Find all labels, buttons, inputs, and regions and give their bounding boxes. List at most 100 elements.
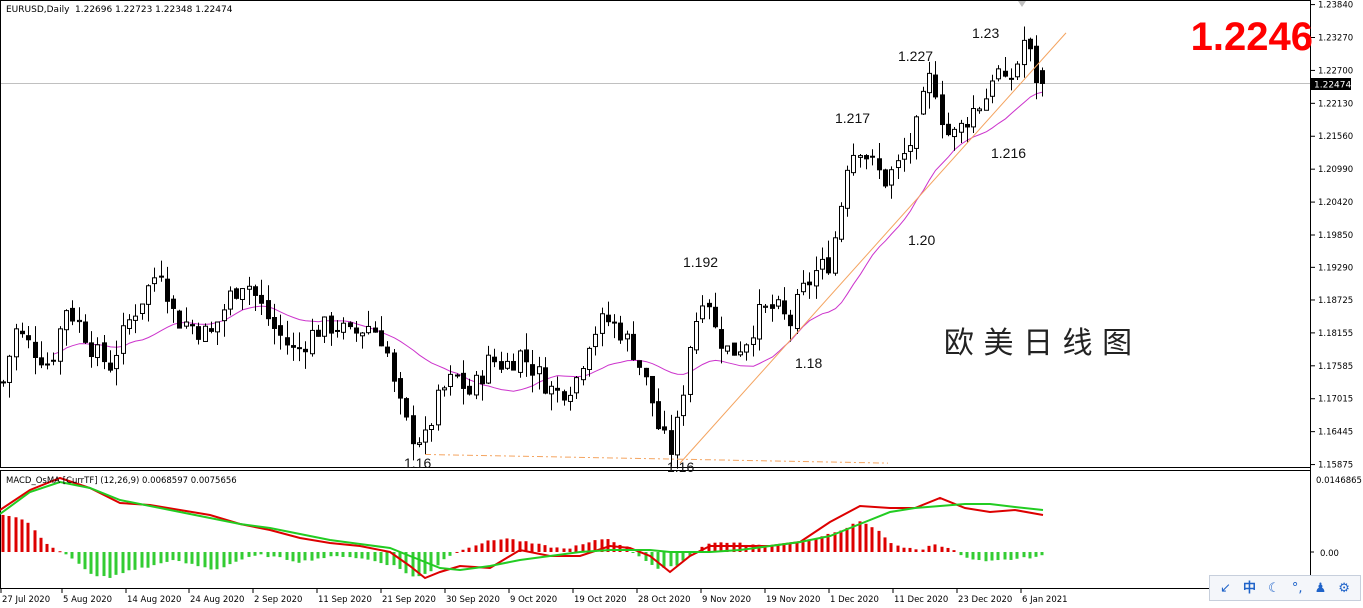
- candles: [1, 26, 1045, 469]
- candle-body: [908, 145, 913, 152]
- candle-body: [159, 275, 164, 278]
- candle-body: [316, 329, 321, 337]
- osma-bar: [316, 552, 320, 559]
- osma-bar: [543, 545, 547, 552]
- candle-body: [587, 347, 592, 371]
- candle-body: [543, 367, 548, 394]
- price-annotation: 1.227: [898, 48, 933, 64]
- osma-bar: [486, 540, 490, 552]
- candle-body: [297, 347, 302, 350]
- osma-bar: [303, 552, 307, 561]
- candle-body: [165, 278, 170, 302]
- osma-bar: [562, 548, 566, 552]
- osma-bar: [228, 552, 232, 565]
- ime-chinese-mode[interactable]: 中: [1243, 580, 1257, 596]
- osma-bar: [656, 552, 660, 569]
- last-price-tag: [1311, 78, 1351, 90]
- price-tick-label: 1.22700: [1318, 66, 1353, 76]
- punctuation-icon[interactable]: °,: [1291, 580, 1303, 596]
- current-price-big: 1.2246: [1191, 15, 1313, 59]
- osma-bar: [51, 547, 55, 552]
- candle-body: [593, 333, 598, 348]
- osma-bar: [335, 552, 339, 557]
- candle-body: [921, 90, 926, 115]
- price-annotation: 1.192: [683, 254, 718, 270]
- time-tick-label: 21 Sep 2020: [382, 595, 436, 605]
- osma-bar: [1015, 552, 1019, 559]
- candle-body: [902, 153, 907, 160]
- osma-bar: [732, 542, 736, 552]
- candle-body: [51, 359, 56, 362]
- candle-body: [770, 304, 775, 309]
- osma-bar: [537, 543, 541, 552]
- chart-shift-marker[interactable]: [1018, 1, 1026, 7]
- osma-bar: [933, 544, 937, 552]
- osma-bar: [814, 538, 818, 552]
- time-tick-label: 19 Nov 2020: [766, 595, 820, 605]
- osma-bar: [89, 552, 93, 574]
- macd-lines: [0, 476, 1044, 580]
- candle-body: [738, 351, 743, 356]
- price-tick-label: 1.18725: [1318, 296, 1353, 306]
- osma-bar: [1009, 552, 1013, 560]
- candle-body: [637, 360, 642, 368]
- osma-bar: [877, 530, 881, 552]
- osma-bar: [782, 544, 786, 552]
- candle-body: [366, 325, 371, 334]
- candle-body: [977, 108, 982, 112]
- price-tick-label: 1.17585: [1318, 362, 1353, 372]
- candle-body: [448, 373, 453, 387]
- osma-bar: [1040, 552, 1044, 556]
- candle-body: [725, 345, 730, 352]
- candle-body: [404, 398, 409, 418]
- price-annotation: 1.23: [972, 25, 999, 41]
- price-tick-label: 1.20990: [1318, 165, 1353, 175]
- candle-body: [385, 346, 390, 354]
- candle-body: [669, 430, 674, 455]
- candle-body: [1015, 63, 1020, 78]
- osma-bar: [259, 552, 263, 555]
- osma-bar: [826, 533, 830, 552]
- candle-body: [845, 169, 850, 209]
- osma-bar: [965, 552, 969, 558]
- osma-bar: [889, 543, 893, 552]
- osma-bar: [770, 546, 774, 552]
- candle-body: [751, 337, 756, 345]
- candle-body: [1028, 38, 1033, 50]
- candle-body: [625, 333, 630, 340]
- time-tick-label: 5 Aug 2020: [63, 595, 112, 605]
- time-tick-label: 6 Jan 2021: [1022, 595, 1068, 605]
- time-tick-label: 1 Dec 2020: [830, 595, 879, 605]
- candle-body: [64, 310, 69, 331]
- candle-body: [95, 344, 100, 359]
- osma-bar: [39, 537, 43, 552]
- osma-bar: [631, 552, 635, 553]
- osma-bar: [1034, 552, 1038, 557]
- price-axis: 1.23840 1.23270 1.22700 1.22130 1.21560 1.209…: [1310, 1, 1353, 471]
- osma-bar: [272, 552, 276, 557]
- candle-body: [222, 309, 227, 322]
- ime-toolbar[interactable]: ↙ 中 ☾ °, ♟ ⚙: [1209, 575, 1361, 601]
- ime-arrow-icon[interactable]: ↙: [1220, 580, 1231, 596]
- osma-histogram: [1, 514, 1044, 578]
- candle-body: [719, 329, 724, 349]
- candle-body: [329, 315, 334, 334]
- osma-bar: [845, 527, 849, 552]
- osma-bar: [851, 523, 855, 552]
- candle-body: [7, 355, 12, 383]
- osma-bar: [990, 552, 994, 561]
- moon-icon[interactable]: ☾: [1268, 580, 1280, 596]
- osma-bar: [329, 552, 333, 557]
- indicator-title: MACD_OsMA [CurrTF] (12,26,9) 0.0068597 0…: [6, 476, 237, 486]
- price-annotation: 1.16: [404, 455, 431, 471]
- candle-body: [889, 169, 894, 186]
- candle-body: [467, 385, 472, 395]
- user-icon[interactable]: ♟: [1314, 580, 1327, 596]
- candle-body: [1040, 70, 1045, 84]
- gear-icon[interactable]: ⚙: [1338, 580, 1350, 596]
- candle-body: [549, 385, 554, 395]
- osma-bar: [177, 552, 181, 562]
- osma-bar: [593, 540, 597, 552]
- candle-body: [291, 345, 296, 348]
- osma-bar: [713, 542, 717, 552]
